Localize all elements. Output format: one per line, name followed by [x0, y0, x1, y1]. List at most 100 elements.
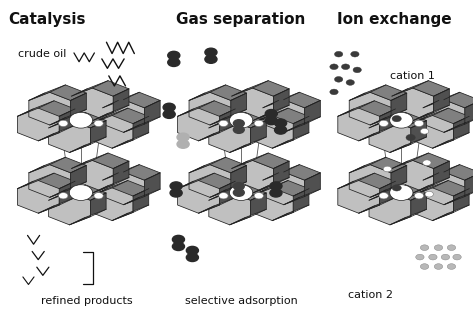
Circle shape — [69, 112, 92, 128]
Polygon shape — [230, 121, 266, 153]
Polygon shape — [210, 166, 246, 198]
Polygon shape — [70, 193, 106, 225]
Polygon shape — [91, 188, 133, 221]
Polygon shape — [18, 108, 59, 141]
Text: selective adsorption: selective adsorption — [185, 296, 298, 306]
Polygon shape — [359, 181, 395, 213]
Polygon shape — [49, 185, 106, 200]
Polygon shape — [29, 85, 86, 100]
Circle shape — [94, 120, 103, 126]
Circle shape — [423, 160, 431, 166]
Circle shape — [219, 120, 228, 126]
Polygon shape — [18, 180, 59, 213]
Polygon shape — [232, 160, 273, 193]
Polygon shape — [92, 161, 129, 193]
Text: Catalysis: Catalysis — [9, 12, 86, 27]
Circle shape — [383, 166, 392, 172]
Polygon shape — [124, 173, 160, 205]
Polygon shape — [70, 121, 106, 153]
Circle shape — [270, 182, 282, 190]
Polygon shape — [72, 160, 113, 193]
Polygon shape — [432, 116, 469, 148]
Circle shape — [254, 120, 264, 126]
Circle shape — [420, 245, 428, 251]
Circle shape — [270, 189, 282, 197]
Circle shape — [94, 193, 103, 199]
Circle shape — [59, 193, 68, 199]
Circle shape — [390, 185, 413, 200]
Circle shape — [233, 189, 244, 196]
Polygon shape — [411, 116, 454, 148]
Polygon shape — [232, 88, 273, 121]
Polygon shape — [423, 92, 474, 108]
Polygon shape — [359, 109, 395, 141]
Polygon shape — [411, 188, 454, 221]
Circle shape — [205, 48, 217, 56]
Circle shape — [346, 80, 355, 85]
Circle shape — [219, 193, 228, 199]
Circle shape — [173, 242, 184, 251]
Polygon shape — [263, 165, 320, 180]
Circle shape — [170, 189, 182, 197]
Circle shape — [233, 120, 244, 127]
Polygon shape — [284, 100, 320, 132]
Polygon shape — [392, 160, 434, 193]
Polygon shape — [232, 81, 289, 96]
Polygon shape — [392, 88, 434, 121]
Polygon shape — [209, 120, 251, 153]
Circle shape — [335, 76, 343, 82]
Circle shape — [229, 185, 253, 200]
Polygon shape — [349, 165, 391, 198]
Polygon shape — [49, 192, 91, 225]
Circle shape — [330, 89, 338, 95]
Polygon shape — [29, 157, 86, 173]
Polygon shape — [178, 101, 235, 116]
Circle shape — [453, 254, 461, 260]
Polygon shape — [413, 161, 449, 193]
Polygon shape — [338, 180, 380, 213]
Circle shape — [425, 191, 433, 197]
Polygon shape — [263, 100, 305, 132]
Polygon shape — [209, 192, 251, 225]
Circle shape — [353, 67, 361, 73]
Polygon shape — [230, 193, 266, 225]
Circle shape — [163, 103, 175, 112]
Text: cation 2: cation 2 — [348, 289, 393, 300]
Polygon shape — [189, 157, 246, 173]
Polygon shape — [370, 93, 407, 125]
Circle shape — [416, 254, 424, 260]
Polygon shape — [251, 108, 309, 124]
Circle shape — [414, 120, 424, 126]
Polygon shape — [423, 100, 465, 132]
Text: Gas separation: Gas separation — [176, 12, 306, 27]
Polygon shape — [112, 116, 149, 148]
Circle shape — [420, 128, 428, 134]
Circle shape — [233, 183, 244, 190]
Polygon shape — [91, 116, 133, 148]
Circle shape — [205, 55, 217, 63]
Circle shape — [274, 126, 287, 134]
Circle shape — [434, 245, 443, 251]
Text: cation 1: cation 1 — [390, 71, 435, 81]
Circle shape — [254, 193, 264, 199]
Polygon shape — [338, 173, 395, 189]
Circle shape — [341, 64, 350, 70]
Circle shape — [168, 51, 180, 59]
Polygon shape — [369, 192, 411, 225]
Polygon shape — [189, 92, 231, 125]
Polygon shape — [338, 101, 395, 116]
Polygon shape — [263, 92, 320, 108]
Polygon shape — [423, 172, 465, 205]
Polygon shape — [112, 189, 149, 221]
Polygon shape — [411, 180, 469, 196]
Circle shape — [447, 245, 456, 251]
Polygon shape — [273, 116, 309, 148]
Polygon shape — [284, 173, 320, 205]
Polygon shape — [178, 173, 235, 189]
Polygon shape — [369, 112, 427, 128]
Polygon shape — [392, 153, 449, 168]
Circle shape — [447, 264, 456, 269]
Circle shape — [177, 140, 189, 148]
Circle shape — [379, 193, 388, 199]
Circle shape — [441, 254, 450, 260]
